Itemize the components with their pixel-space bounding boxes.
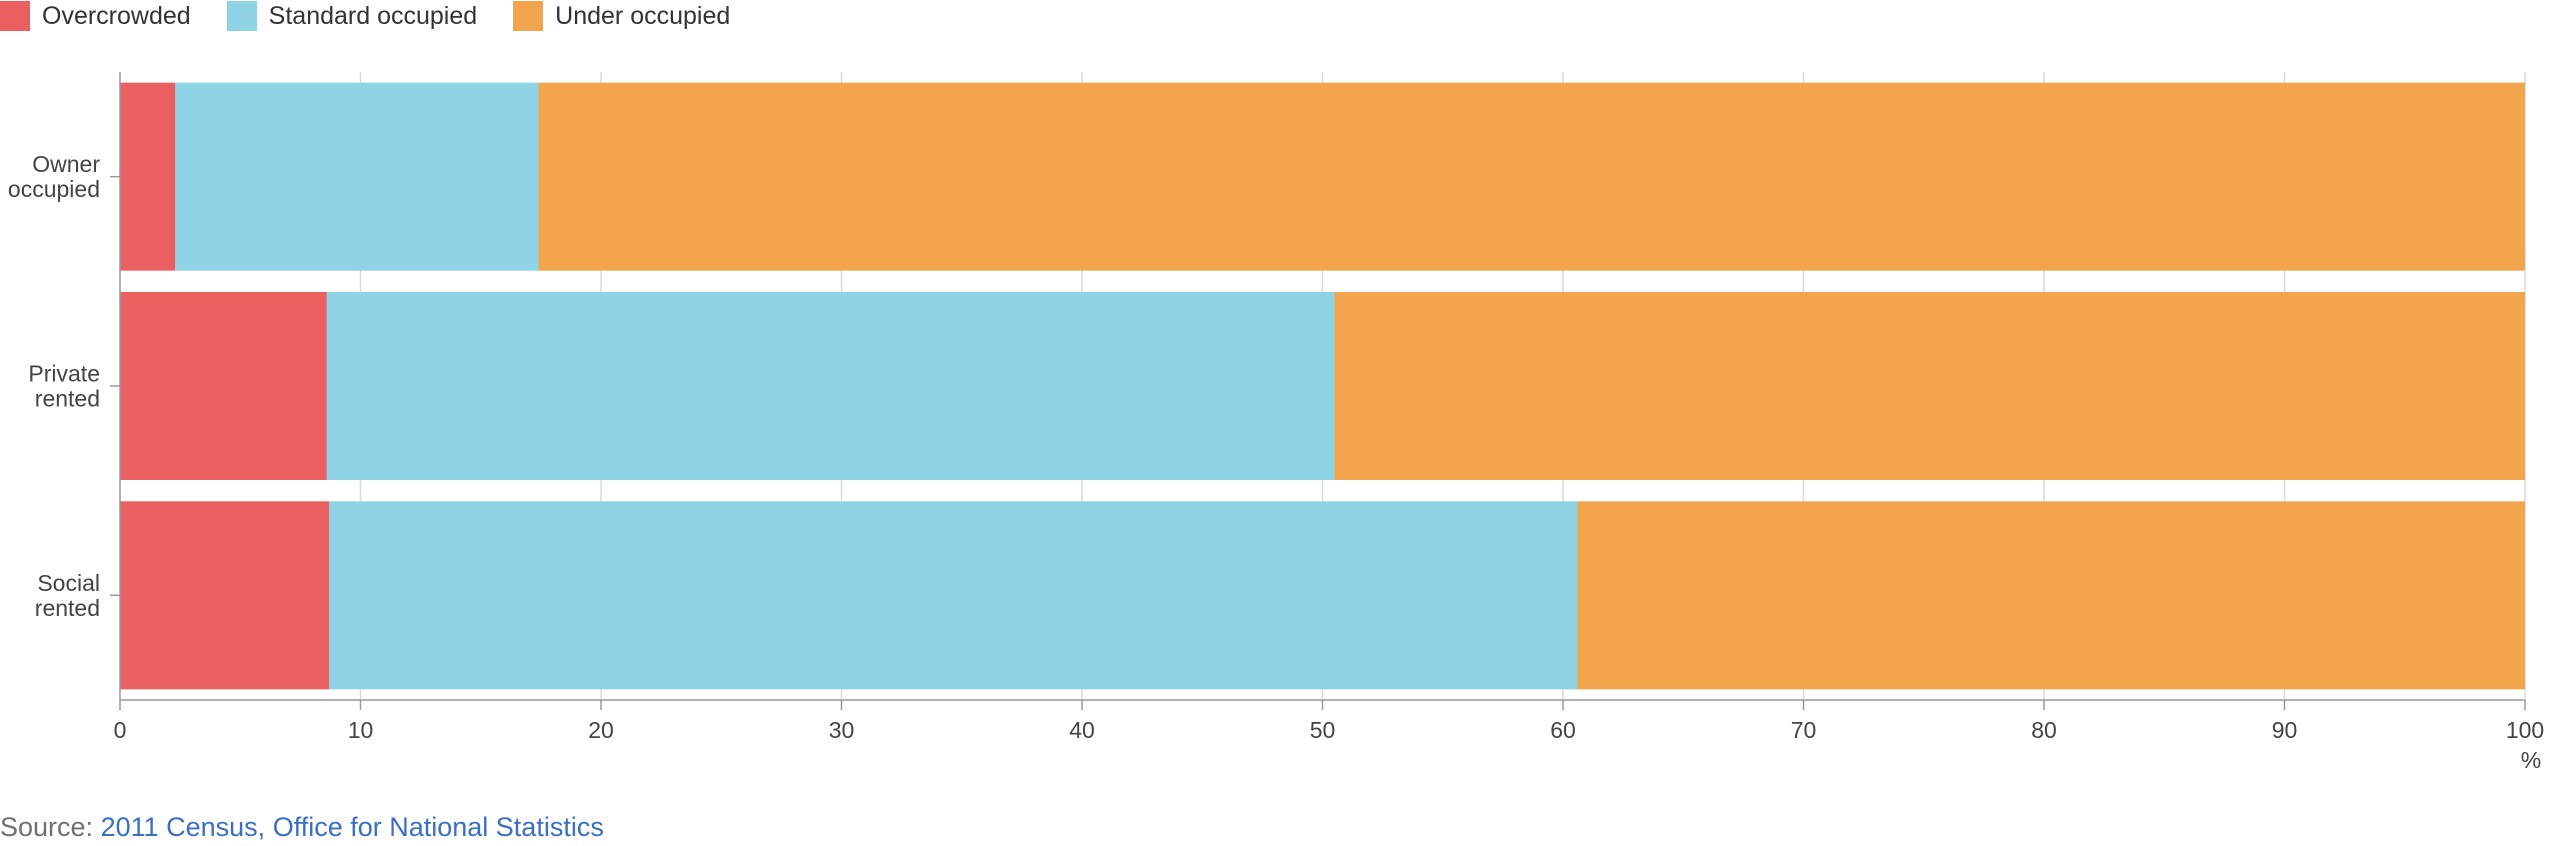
y-tick-label: rented: [35, 595, 100, 621]
x-tick-label: 100: [2506, 717, 2544, 743]
legend-swatch-overcrowded: [0, 1, 30, 31]
bar-segment-under-occupied: [1577, 501, 2525, 690]
bar-segment-under-occupied: [538, 82, 2525, 271]
bar-segment-overcrowded: [120, 292, 327, 480]
x-axis-unit-label: %: [2521, 747, 2541, 773]
x-tick-label: 70: [1791, 717, 1817, 743]
bar-segment-overcrowded: [120, 501, 330, 690]
legend-item-under-occupied[interactable]: Under occupied: [513, 1, 730, 31]
legend-label-under-occupied: Under occupied: [555, 1, 731, 30]
bar-segment-standard-occupied: [329, 501, 1578, 690]
source-link[interactable]: 2011 Census, Office for National Statist…: [100, 812, 604, 842]
bar-segment-standard-occupied: [326, 292, 1335, 480]
x-tick-label: 40: [1069, 717, 1095, 743]
bar-segment-overcrowded: [120, 82, 176, 271]
bars: [120, 82, 2525, 690]
legend-label-overcrowded: Overcrowded: [42, 1, 191, 30]
x-tick-label: 0: [114, 717, 127, 743]
y-tick-label: Social: [37, 570, 100, 596]
x-tick-label: 20: [588, 717, 614, 743]
x-tick-label: 30: [829, 717, 855, 743]
legend-swatch-under-occupied: [513, 1, 544, 31]
y-tick-label: rented: [35, 386, 100, 412]
legend-item-overcrowded[interactable]: Overcrowded: [0, 1, 191, 31]
x-tick-label: 10: [348, 717, 374, 743]
x-tick-label: 90: [2272, 717, 2298, 743]
legend-label-standard-occupied: Standard occupied: [268, 1, 478, 30]
x-tick-label: 60: [1550, 717, 1576, 743]
x-tick-label: 50: [1310, 717, 1336, 743]
bar-segment-standard-occupied: [175, 82, 539, 271]
bar-segment-under-occupied: [1334, 292, 2525, 480]
x-tick-label: 80: [2031, 717, 2057, 743]
y-tick-label: Private: [28, 361, 100, 387]
source-prefix: Source:: [0, 812, 94, 842]
source-note: Source: 2011 Census, Office for National…: [0, 812, 604, 843]
legend: Overcrowded Standard occupied Under occu…: [0, 0, 766, 32]
y-tick-label: Owner: [32, 151, 100, 177]
y-tick-label: occupied: [8, 176, 100, 202]
legend-swatch-standard-occupied: [226, 1, 257, 31]
legend-item-standard-occupied[interactable]: Standard occupied: [226, 1, 478, 31]
